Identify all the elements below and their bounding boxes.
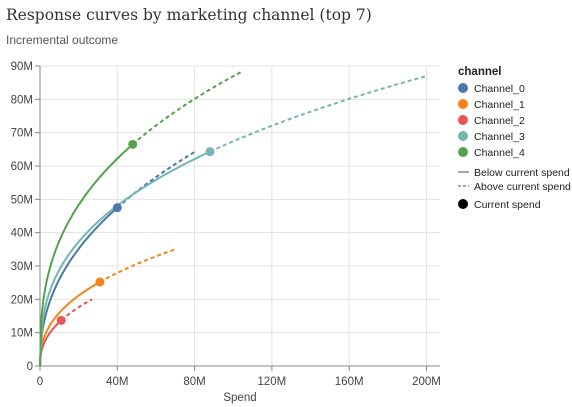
x-tick-label: 160M	[335, 376, 364, 388]
x-tick-label: 40M	[106, 376, 128, 388]
x-tick-label: 80M	[183, 376, 205, 388]
y-tick-label: 60M	[11, 161, 33, 173]
legend-title: channel	[458, 66, 501, 78]
legend-current-spend-swatch	[458, 199, 468, 209]
legend-label-channel-4: Channel_4	[474, 147, 525, 159]
y-tick-label: 80M	[11, 94, 33, 106]
channel-1-current-spend-point	[95, 277, 105, 287]
channel-3-current-spend-point	[205, 147, 215, 157]
x-tick-label: 200M	[412, 376, 441, 388]
y-tick-label: 20M	[11, 294, 33, 306]
legend-swatch-channel-3	[458, 131, 468, 141]
channel-4-curve-below-current-spend	[39, 143, 134, 367]
legend-label-below-current-spend: Below current spend	[474, 167, 570, 179]
x-axis-title: Spend	[223, 392, 256, 404]
channel-2-current-spend-point	[56, 315, 66, 325]
channel-3-curve-below-current-spend	[39, 150, 211, 367]
x-tick-label: 0	[37, 376, 43, 388]
channel-1-curve-below-current-spend	[39, 281, 101, 367]
legend-label-current-spend: Current spend	[474, 199, 541, 211]
channel-0-curve-below-current-spend	[39, 206, 118, 367]
channel-4-curve-above-current-spend	[132, 70, 244, 146]
channel-0-current-spend-point	[112, 203, 122, 213]
chart-subtitle: Incremental outcome	[6, 33, 119, 47]
channel-2-curve-above-current-spend	[60, 298, 93, 322]
legend-label-above-current-spend: Above current spend	[474, 181, 571, 193]
y-tick-label: 0	[27, 361, 33, 373]
x-tick-label: 120M	[257, 376, 286, 388]
legend-swatch-channel-4	[458, 147, 468, 157]
channel-3-curve-above-current-spend	[209, 75, 427, 153]
y-tick-label: 40M	[11, 228, 33, 240]
legend-label-channel-1: Channel_1	[474, 99, 525, 111]
chart-title: Response curves by marketing channel (to…	[6, 6, 372, 24]
legend-label-channel-0: Channel_0	[474, 83, 525, 95]
channel-4-current-spend-point	[128, 139, 138, 149]
legend-label-channel-2: Channel_2	[474, 115, 525, 127]
channel-1-curve-above-current-spend	[99, 248, 176, 283]
y-tick-label: 70M	[11, 128, 33, 140]
y-tick-label: 10M	[11, 328, 33, 340]
y-tick-label: 30M	[11, 261, 33, 273]
channel-2-curve-below-current-spend	[39, 319, 62, 367]
legend-swatch-channel-0	[458, 83, 468, 93]
y-tick-label: 50M	[11, 194, 33, 206]
y-tick-label: 90M	[11, 61, 33, 73]
legend-swatch-channel-1	[458, 99, 468, 109]
legend-label-channel-3: Channel_3	[474, 131, 525, 143]
legend-swatch-channel-2	[458, 115, 468, 125]
